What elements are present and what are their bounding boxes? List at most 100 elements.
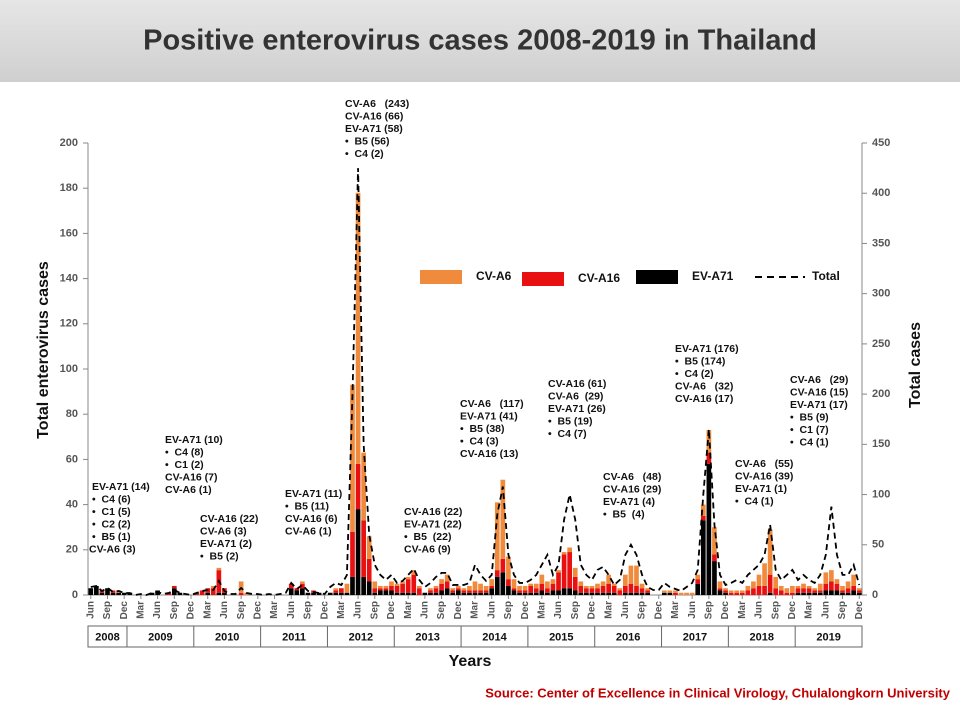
bar-segment — [316, 592, 322, 595]
bar-segment — [333, 590, 339, 593]
bar-segment — [377, 588, 383, 591]
bar-segment — [311, 592, 316, 595]
x-tick-label: Dec — [653, 601, 664, 620]
bar-segment — [661, 590, 667, 593]
bar-segment — [522, 590, 528, 593]
annotation: EV-A71 (41) — [460, 410, 518, 422]
annotation: • B5 (4) — [603, 508, 645, 520]
bar-segment — [472, 590, 478, 593]
bar-segment — [489, 579, 495, 586]
bar-segment — [623, 592, 628, 595]
bar-segment — [545, 581, 550, 589]
bar-segment — [450, 592, 456, 595]
annotation: EV-A71 (58) — [345, 123, 403, 135]
bar-segment — [422, 592, 428, 595]
bar-segment — [723, 592, 728, 595]
bar-segment — [300, 581, 305, 584]
annotation: CV-A6 (3) — [200, 525, 247, 537]
bar-segment — [110, 590, 116, 593]
x-tick-label: Dec — [119, 601, 130, 620]
bar-segment — [561, 552, 567, 555]
annotation: • C4 (6) — [92, 493, 131, 505]
bar-segment — [99, 592, 105, 595]
bar-segment — [433, 592, 439, 595]
bar-segment — [745, 590, 751, 595]
annotation: CV-A16 (13) — [460, 448, 518, 460]
bar-segment — [567, 588, 573, 595]
annotation: CV-A16 (29) — [603, 483, 661, 495]
annotation: CV-A6 (9) — [404, 543, 451, 555]
bar-segment — [817, 590, 823, 593]
bar-segment — [506, 556, 511, 580]
annotation: • C4 (8) — [165, 446, 204, 458]
bar-segment — [350, 576, 355, 595]
bar-segment — [294, 590, 300, 595]
legend-swatch — [522, 272, 564, 286]
annotation: CV-A16 (22) — [404, 506, 462, 518]
bar-segment — [851, 590, 856, 595]
bar-segment — [450, 590, 456, 593]
bar-segment — [756, 585, 762, 595]
year-label: 2014 — [482, 631, 507, 643]
bar-segment — [433, 585, 439, 589]
x-tick-label: Dec — [520, 601, 531, 620]
x-tick-label: Mar — [470, 601, 481, 619]
x-tick-label: Sep — [369, 601, 380, 619]
bar-segment — [400, 581, 405, 584]
annotation: CV-A6 (3) — [89, 543, 136, 555]
bar-segment — [773, 588, 779, 595]
bar-segment — [751, 581, 756, 589]
x-tick-label: Jun — [754, 601, 765, 619]
x-tick-label: Jun — [486, 601, 497, 619]
x-tick-label: Mar — [804, 601, 815, 619]
bar-segment — [533, 588, 539, 593]
bar-segment — [405, 592, 411, 595]
annotation: • B5 (19) — [548, 415, 593, 427]
annotation: • C4 (7) — [548, 428, 587, 440]
bar-segment — [394, 583, 400, 586]
bar-segment — [383, 588, 389, 591]
bar-segment — [472, 581, 478, 591]
x-tick-label: Dec — [252, 601, 263, 620]
annotation: CV-A16 (17) — [675, 393, 733, 405]
bar-segment — [728, 590, 734, 593]
bar-segment — [840, 590, 845, 593]
y2-axis-label: Total cases — [907, 322, 924, 408]
y2-tick-label: 0 — [872, 589, 878, 601]
bar-segment — [700, 515, 706, 521]
bar-segment — [444, 574, 450, 582]
x-tick-label: Mar — [202, 601, 213, 619]
bar-segment — [673, 592, 678, 595]
y-tick-label: 120 — [60, 318, 78, 330]
annotation: • B5 (1) — [92, 531, 131, 543]
bar-segment — [717, 588, 723, 591]
bar-segment — [350, 531, 355, 577]
bar-segment — [606, 574, 611, 584]
bar-segment — [639, 583, 645, 589]
bar-segment — [784, 592, 790, 595]
bar-segment — [533, 583, 539, 589]
bar-segment — [394, 592, 400, 595]
bar-segment — [461, 588, 467, 591]
y2-tick-label: 350 — [872, 237, 890, 249]
annotation: CV-A6 (29) — [548, 390, 603, 402]
bar-segment — [110, 592, 116, 595]
x-tick-label: Jun — [85, 601, 96, 619]
bar-segment — [377, 585, 383, 589]
annotation: CV-A16 (61) — [548, 378, 606, 390]
annotation: • B5 (56) — [345, 135, 390, 147]
x-tick-label: Mar — [737, 601, 748, 619]
bar-segment — [572, 576, 578, 591]
bar-segment — [489, 588, 495, 595]
bar-segment — [494, 502, 500, 571]
x-tick-label: Jun — [820, 601, 831, 619]
bar-segment — [790, 592, 795, 595]
bar-segment — [812, 588, 818, 591]
bar-segment — [439, 583, 444, 591]
bar-segment — [366, 581, 372, 595]
bar-segment — [706, 430, 712, 453]
bar-segment — [856, 592, 862, 595]
bar-segment — [550, 579, 556, 584]
bar-segment — [411, 570, 417, 575]
x-tick-label: Mar — [670, 601, 681, 619]
